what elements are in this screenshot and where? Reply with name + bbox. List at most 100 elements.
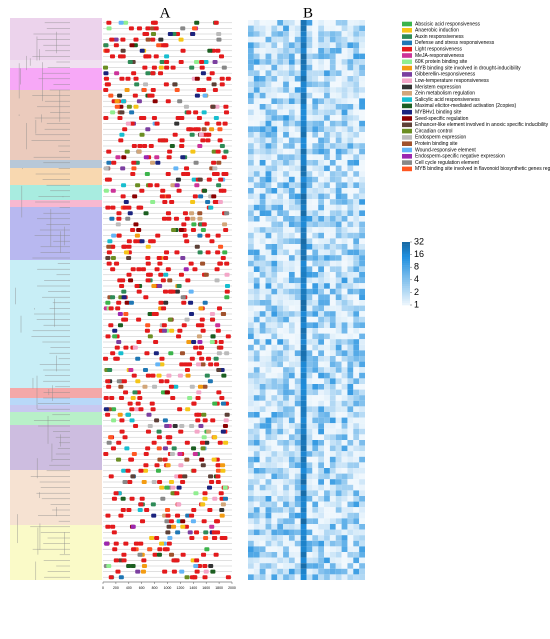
heat-cell	[288, 36, 295, 43]
heat-cell	[306, 25, 313, 32]
motif-box	[145, 323, 151, 328]
legend-swatch	[402, 78, 412, 83]
heat-cell	[353, 193, 360, 200]
motif-box	[191, 401, 197, 406]
heat-cell	[341, 512, 348, 519]
motif-box	[110, 351, 116, 356]
motif-box	[198, 194, 204, 199]
heat-cell	[335, 294, 342, 300]
heat-cell	[312, 132, 319, 138]
motif-box	[153, 340, 159, 344]
heat-cell	[324, 456, 330, 463]
heat-cell	[248, 540, 254, 547]
heat-cell	[259, 148, 266, 155]
heat-cell	[294, 434, 301, 440]
heat-cell	[359, 524, 365, 530]
heat-cell	[300, 182, 307, 188]
heat-cell	[277, 25, 284, 32]
heat-cell	[253, 255, 260, 261]
heat-cell	[318, 20, 325, 26]
heat-cell	[253, 165, 260, 172]
heat-cell	[341, 277, 348, 284]
heat-cell	[288, 98, 295, 104]
motif-box	[218, 345, 224, 350]
heat-cell	[277, 42, 284, 48]
heat-cell	[359, 238, 365, 244]
heat-cell	[259, 160, 266, 166]
motif-box	[180, 155, 186, 160]
motif-box	[116, 379, 122, 384]
motif-box	[175, 116, 181, 120]
motif-box	[116, 457, 122, 462]
heat-cell	[335, 305, 342, 312]
heat-cell	[329, 182, 336, 188]
heat-cell	[259, 238, 266, 244]
heat-cell	[294, 126, 301, 132]
motif-box	[134, 407, 140, 412]
heat-cell	[347, 25, 354, 32]
heat-cell	[312, 176, 319, 183]
heat-cell	[335, 76, 342, 82]
heat-cell	[318, 182, 325, 188]
motif-box	[136, 26, 142, 31]
heat-cell	[271, 53, 278, 60]
heat-cell	[347, 496, 354, 502]
heat-cell	[300, 316, 307, 323]
heat-cell	[335, 92, 342, 99]
heat-cell	[312, 244, 319, 250]
heat-cell	[306, 524, 313, 530]
heat-cell	[335, 361, 342, 368]
heat-cell	[271, 445, 278, 452]
heat-cell	[259, 546, 266, 552]
heat-cell	[324, 333, 330, 340]
motif-box	[224, 351, 230, 356]
heat-cell	[359, 227, 365, 233]
heat-cell	[318, 31, 325, 37]
heat-cell	[359, 294, 365, 300]
motif-box	[127, 401, 133, 406]
heat-cell	[341, 507, 348, 513]
heat-cell	[341, 81, 348, 88]
heat-cell	[265, 372, 272, 379]
heat-cell	[253, 512, 260, 519]
legend-label: Protein binding site	[415, 141, 458, 147]
heat-cell	[306, 529, 313, 536]
heat-cell	[248, 328, 254, 334]
motif-box	[156, 256, 162, 260]
legend-swatch	[402, 147, 412, 153]
heat-cell	[306, 232, 313, 239]
x-tick-label: 1400	[189, 586, 197, 590]
heat-cell	[329, 109, 336, 116]
heat-cell	[353, 283, 360, 289]
heat-cell	[306, 176, 313, 183]
heat-cell	[359, 249, 365, 256]
heat-cell	[341, 378, 348, 384]
motif-box	[103, 76, 109, 81]
heat-cell	[324, 384, 330, 390]
heat-cell	[347, 171, 354, 177]
motif-box	[199, 457, 205, 462]
heat-cell	[300, 266, 307, 272]
heat-cell	[265, 456, 272, 463]
heat-cell	[283, 361, 289, 368]
heat-cell	[300, 98, 307, 104]
motif-box	[222, 121, 228, 126]
heat-cell	[335, 546, 342, 552]
heat-cell	[324, 406, 330, 412]
motif-box	[106, 26, 112, 31]
motif-box	[114, 345, 120, 350]
heat-cell	[359, 361, 365, 368]
scale-band	[402, 273, 410, 276]
heat-cell	[324, 344, 330, 351]
heat-cell	[318, 440, 325, 446]
heat-cell	[300, 81, 307, 88]
motif-box	[220, 401, 226, 406]
heat-cell	[306, 311, 313, 317]
motif-box	[142, 144, 148, 148]
heat-cell	[271, 350, 278, 356]
heat-cell	[277, 507, 284, 513]
heat-cell	[253, 216, 260, 222]
motif-box	[184, 457, 190, 462]
heat-cell	[335, 428, 342, 435]
heat-cell	[353, 87, 360, 93]
